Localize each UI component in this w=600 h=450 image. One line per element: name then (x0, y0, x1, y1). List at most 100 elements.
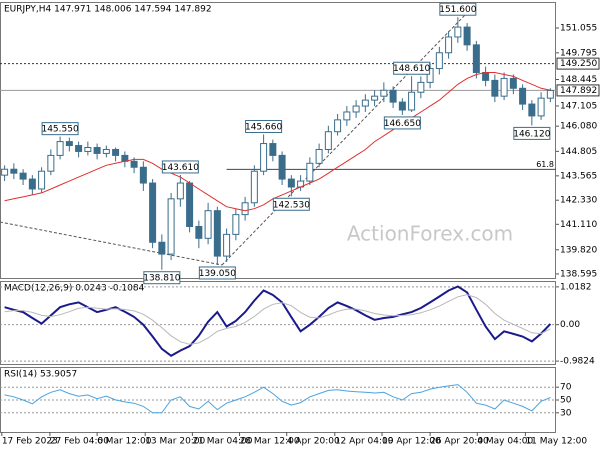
candle-body (306, 162, 314, 182)
y-tick-label: 50 (560, 396, 572, 406)
y-tick-label: 143.565 (560, 171, 597, 181)
macd-panel (0, 281, 556, 365)
candle-body (472, 44, 480, 73)
y-tick-label: 138.595 (560, 269, 597, 279)
candle-body (278, 154, 286, 180)
annotation-box (383, 116, 421, 130)
annotation-box (41, 122, 79, 136)
annotation-label: 142.530 (273, 200, 310, 210)
candle-body (398, 101, 406, 111)
candle-body (343, 111, 351, 121)
x-tick-label: 4 Apr 20:00 (287, 437, 340, 447)
x-tick-label: 12 Apr 04:00 (335, 437, 394, 447)
candle-body (102, 148, 110, 154)
y-tick-label: 1.0182 (560, 282, 592, 292)
series-line (4, 384, 551, 414)
annotation-box (245, 119, 283, 133)
y-tick-label: 70 (560, 383, 572, 393)
y-tick-label: 142.330 (560, 196, 597, 206)
candle-body (186, 182, 194, 227)
series-line (4, 285, 552, 357)
candle-body (232, 214, 240, 235)
candle-body (417, 81, 425, 93)
annotation-box (272, 197, 310, 211)
annotation-box (513, 126, 551, 140)
candle-body (176, 182, 184, 200)
candle-body (334, 119, 342, 133)
annotation-box (198, 266, 236, 280)
candle-body (65, 141, 73, 147)
y-tick-label: -0.9824 (560, 357, 595, 367)
annotation-label: 138.810 (143, 274, 180, 284)
y-tick-label: 147.105 (560, 101, 597, 111)
y-tick-label: 0.00 (560, 320, 580, 330)
candle-body (158, 241, 166, 255)
candle-body (482, 71, 490, 81)
y-tick-label: 144.805 (560, 147, 597, 157)
candle-body (352, 105, 360, 113)
x-tick-label: 11 May 12:00 (525, 437, 587, 447)
annotation-label: 146.120 (513, 129, 550, 139)
candle-body (491, 79, 499, 97)
candle-body (537, 97, 545, 117)
candle-body (324, 131, 332, 150)
annotation-label: 148.610 (393, 64, 430, 74)
x-tick-label: 17 Feb 2023 (2, 437, 58, 447)
y-tick-label: 30 (560, 408, 572, 418)
candle-body (250, 170, 258, 204)
candle-body (1, 168, 9, 176)
candle-body (546, 89, 554, 99)
candle-body (315, 148, 323, 164)
candle-body (241, 202, 249, 216)
level-label: 147.892 (560, 86, 597, 96)
level-label: 149.250 (560, 59, 597, 69)
candle-body (204, 210, 212, 239)
candle-body (112, 148, 120, 156)
candle-body (269, 143, 277, 156)
x-tick-label: 27 Feb 04:00 (50, 437, 109, 447)
x-tick-label: 13 Mar 20:00 (145, 437, 205, 447)
candle-body (435, 52, 443, 70)
annotation-label: 145.660 (245, 122, 282, 132)
annotation-label: 143.610 (162, 163, 199, 173)
candle-body (287, 178, 295, 188)
annotation-label: 151.600 (439, 5, 476, 15)
annotation-label: 145.550 (41, 125, 78, 135)
x-tick-label: 19 Apr 12:00 (382, 437, 441, 447)
rsi-title: RSI(14) 53.9057 (4, 370, 77, 380)
annotation-label: 146.650 (384, 119, 421, 129)
level-box (556, 84, 600, 97)
candle-body (408, 91, 416, 111)
chart-title: EURJPY,H4 147.971 148.006 147.594 147.89… (4, 5, 212, 15)
y-tick-label: 151.055 (560, 23, 597, 33)
candle-body (139, 166, 147, 184)
annotation-box (143, 271, 181, 285)
candle-body (223, 233, 231, 257)
x-tick-label: 4 May 04:00 (477, 437, 533, 447)
candle-body (260, 143, 268, 172)
candle-body (371, 95, 379, 101)
y-tick-label: 141.110 (560, 220, 597, 230)
macd-title: MACD(12,26,9) 0.0243 -0.1084 (4, 284, 145, 294)
candle-body (167, 198, 175, 255)
candle-body (195, 225, 203, 239)
candle-body (28, 178, 36, 190)
candle-body (38, 170, 46, 190)
candle-body (149, 182, 157, 243)
series-line (4, 294, 551, 345)
watermark: ActionForex.com (347, 222, 513, 246)
candle-body (528, 103, 536, 117)
annotation-box (439, 2, 477, 16)
candle-body (509, 77, 517, 89)
candle-body (445, 36, 453, 54)
x-tick-label: 28 Mar 12:00 (240, 437, 300, 447)
series-line (4, 72, 551, 212)
candle-body (389, 89, 397, 103)
fib-label: 61.8 (536, 160, 554, 169)
candle-body (500, 77, 508, 97)
x-tick-label: 26 Apr 20:00 (430, 437, 489, 447)
annotation-box (161, 160, 199, 174)
candle-body (130, 160, 138, 168)
x-tick-label: 6 Mar 12:00 (97, 437, 152, 447)
